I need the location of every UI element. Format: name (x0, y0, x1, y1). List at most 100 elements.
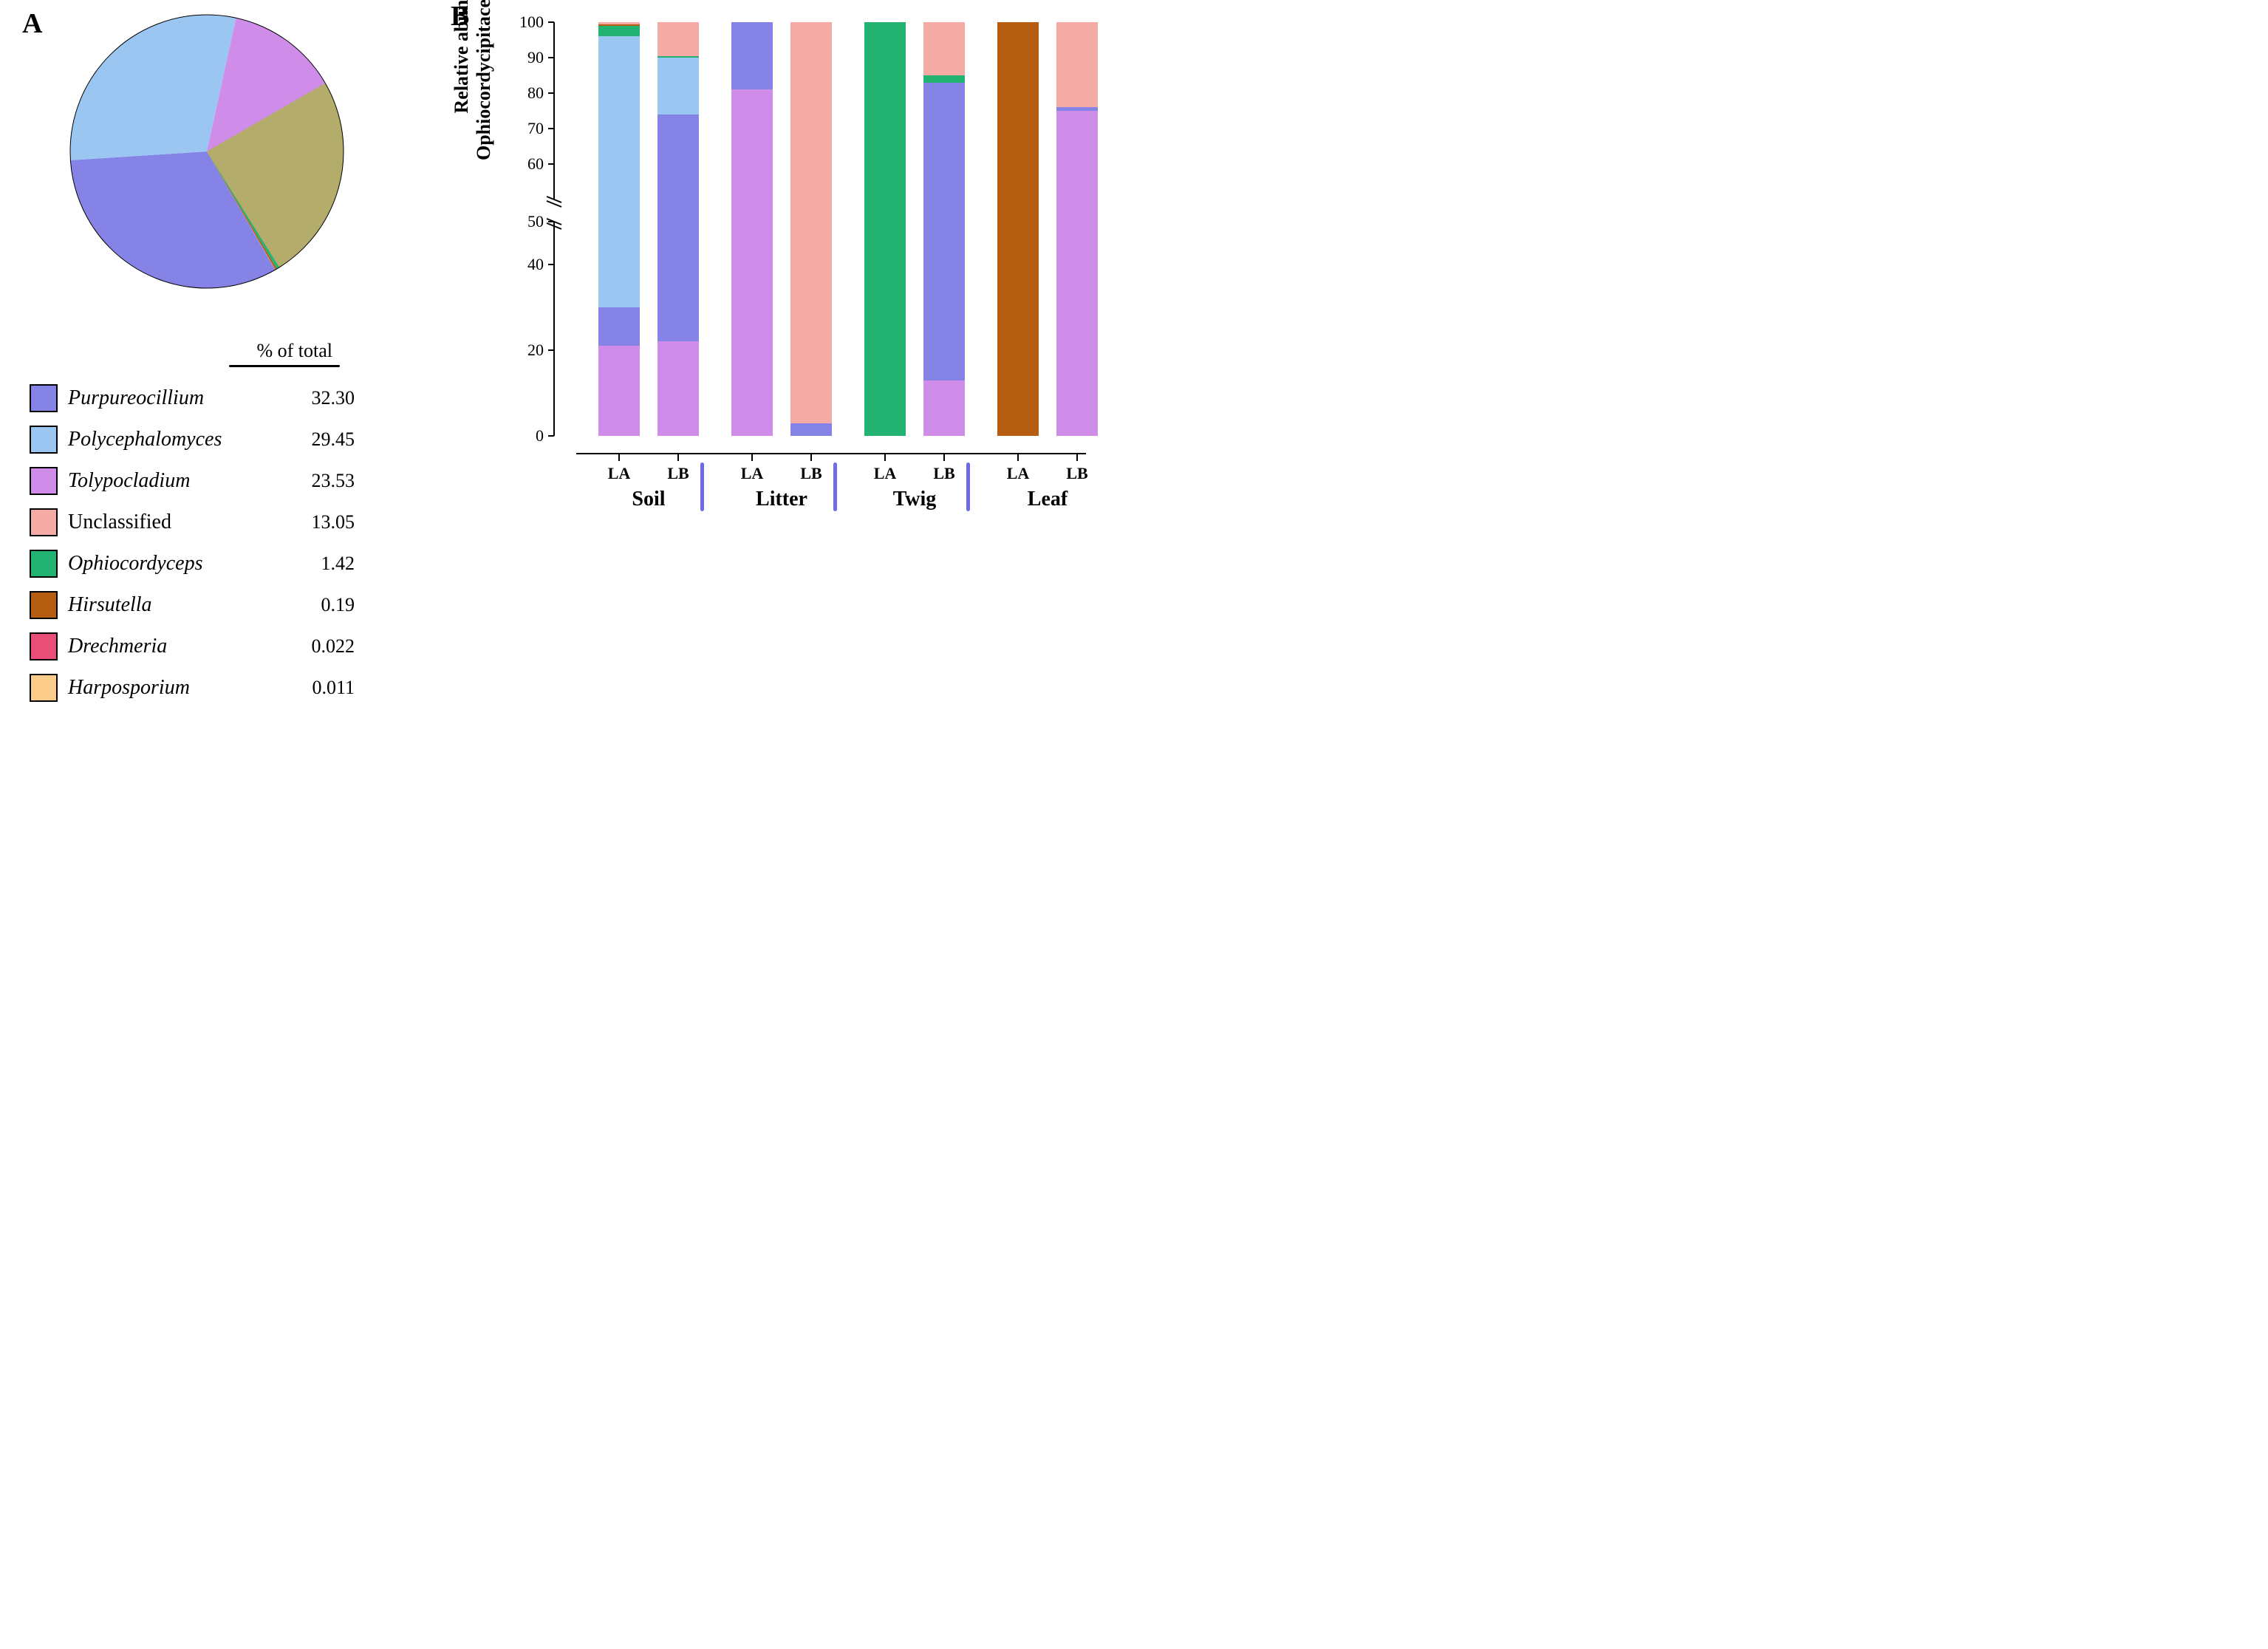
y-tick-label: 40 (527, 255, 544, 273)
bar-segment (731, 22, 773, 89)
bar-column (731, 22, 773, 436)
bar-segment (923, 22, 965, 75)
legend-value: 13.05 (266, 511, 384, 533)
bar-segment (731, 89, 773, 222)
legend-name: Polycephalomyces (68, 428, 266, 451)
legend-row: Drechmeria0.022 (30, 626, 384, 667)
legend-value: 23.53 (266, 470, 384, 492)
legend-swatch (30, 632, 58, 660)
x-category-label: LA (601, 464, 638, 483)
pie-chart (66, 11, 347, 292)
group-divider (966, 462, 970, 511)
bar-segment (997, 22, 1039, 222)
legend-name: Ophiocordyceps (68, 552, 266, 576)
legend-name: Harposporium (68, 676, 266, 700)
x-group-label: Soil (604, 488, 693, 511)
bar-segment (598, 36, 640, 222)
x-category-label: LA (867, 464, 904, 483)
bar-column (657, 22, 699, 436)
legend-value: 0.022 (266, 635, 384, 658)
legend-swatch (30, 591, 58, 619)
bar-segment (790, 222, 832, 423)
bar-segment (1056, 22, 1098, 107)
legend-swatch (30, 508, 58, 536)
bar-column (864, 22, 906, 436)
x-group-label: Twig (870, 488, 959, 511)
x-category-label: LA (734, 464, 771, 483)
legend-swatch (30, 467, 58, 495)
bar-segment (598, 24, 640, 26)
y-tick-label: 80 (527, 83, 544, 102)
y-tick-label: 0 (536, 426, 544, 445)
legend-swatch (30, 426, 58, 454)
bar-segment (923, 222, 965, 380)
legend-value: 0.011 (266, 677, 384, 699)
legend-header-rule (229, 365, 340, 367)
bar-segment (790, 423, 832, 436)
legend-name: Tolypocladium (68, 469, 266, 493)
bar-segment (657, 341, 699, 436)
bar-column (923, 22, 965, 436)
legend-row: Harposporium0.011 (30, 667, 384, 709)
bar-column (1056, 22, 1098, 436)
bar-segment (657, 58, 699, 115)
figure: A % of total Purpureocillium32.30Polycep… (0, 0, 1134, 824)
legend-value: 29.45 (266, 429, 384, 451)
bar-segment (1056, 111, 1098, 222)
legend-header: % of total (30, 340, 384, 362)
legend-value: 1.42 (266, 553, 384, 575)
bar-segment (1056, 222, 1098, 436)
y-tick-label: 90 (527, 48, 544, 66)
x-category-label: LB (660, 464, 697, 483)
legend: % of total Purpureocillium32.30Polycepha… (30, 340, 384, 709)
legend-name: Unclassified (68, 511, 266, 534)
bar-segment (923, 83, 965, 222)
y-axis-label-line1: Relative abundance of (451, 0, 472, 114)
legend-row: Ophiocordyceps1.42 (30, 543, 384, 584)
legend-name: Purpureocillium (68, 386, 266, 410)
bar-segment (598, 22, 640, 24)
legend-row: Hirsutella0.19 (30, 584, 384, 626)
bar-segment (923, 380, 965, 436)
panel-a-label: A (22, 7, 42, 40)
bar-segment (598, 307, 640, 346)
x-category-label: LA (1000, 464, 1036, 483)
group-divider (833, 462, 837, 511)
bar-segment (657, 56, 699, 58)
x-category-label: LB (926, 464, 963, 483)
y-axis-label-line2: Ophiocordycipitaceae genera (%) (473, 0, 495, 229)
stacked-bar-chart: Relative abundance of Ophiocordycipitace… (458, 7, 1123, 525)
legend-swatch (30, 550, 58, 578)
legend-row: Unclassified13.05 (30, 502, 384, 543)
bar-segment (864, 222, 906, 436)
legend-row: Tolypocladium23.53 (30, 460, 384, 502)
bar-segment (997, 222, 1039, 436)
bar-segment (598, 346, 640, 436)
bar-segment (657, 222, 699, 341)
y-tick-label: 60 (527, 154, 544, 173)
bar-segment (923, 75, 965, 83)
bar-segment (598, 222, 640, 307)
legend-swatch (30, 384, 58, 412)
y-axis-label: Relative abundance of Ophiocordycipitace… (451, 0, 495, 229)
group-divider (700, 462, 704, 511)
legend-value: 0.19 (266, 594, 384, 616)
bar-segment (657, 115, 699, 222)
legend-swatch (30, 674, 58, 702)
bar-segment (731, 222, 773, 436)
bar-column (598, 22, 640, 436)
x-group-label: Leaf (1003, 488, 1092, 511)
x-category-label: LB (793, 464, 830, 483)
legend-name: Drechmeria (68, 635, 266, 658)
bar-segment (864, 22, 906, 222)
bar-segment (1056, 107, 1098, 111)
y-tick-label: 20 (527, 341, 544, 359)
legend-name: Hirsutella (68, 593, 266, 617)
bar-segment (598, 26, 640, 36)
bar-segment (790, 22, 832, 222)
bar-segment (657, 22, 699, 56)
x-category-label: LB (1059, 464, 1096, 483)
y-tick-label: 70 (527, 119, 544, 137)
x-group-label: Litter (737, 488, 826, 511)
bar-column (790, 22, 832, 436)
